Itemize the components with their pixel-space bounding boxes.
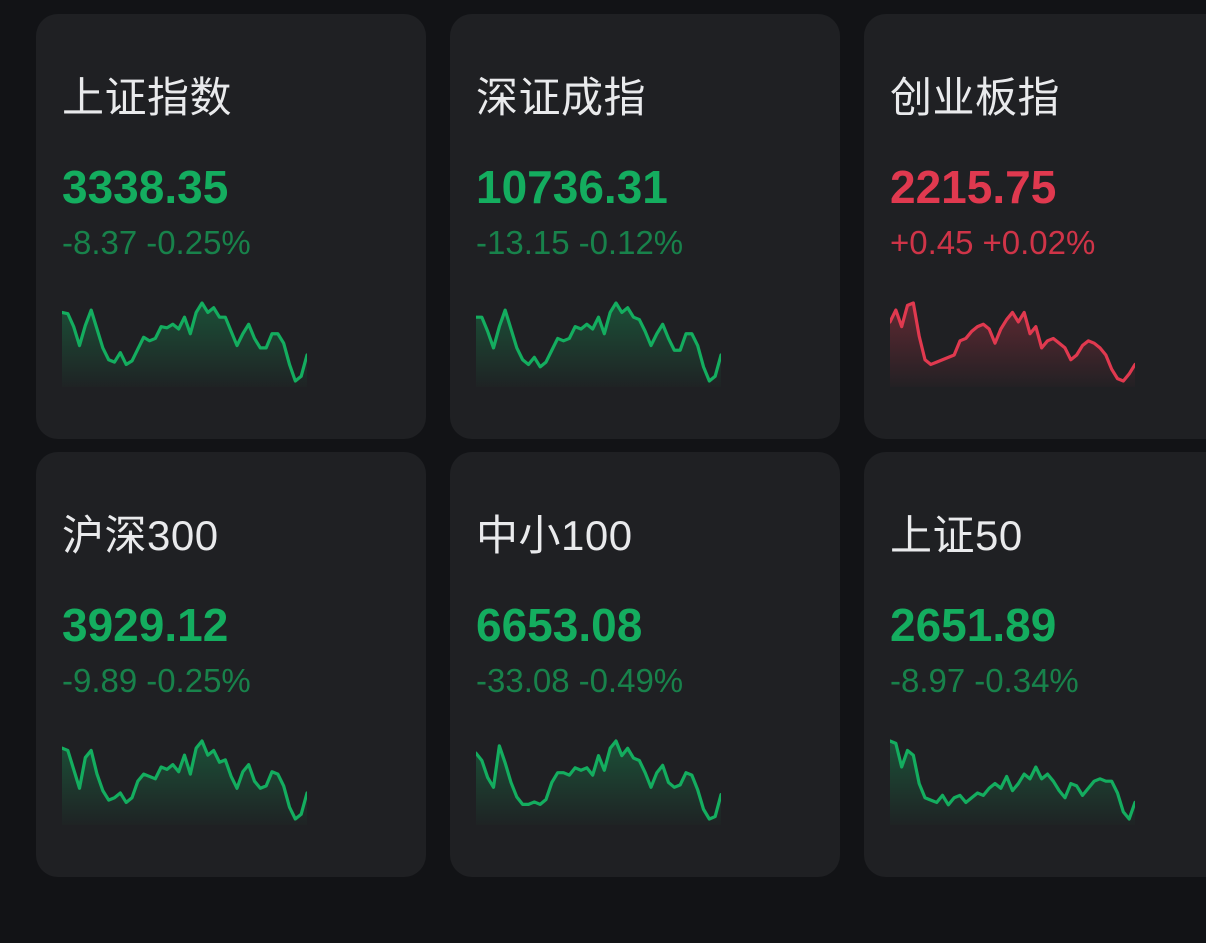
index-card[interactable]: 沪深300 3929.12 -9.89 -0.25% bbox=[36, 452, 426, 877]
index-change-absolute: -8.97 bbox=[890, 662, 966, 700]
index-name: 上证50 bbox=[890, 512, 1023, 559]
index-name: 沪深300 bbox=[62, 512, 219, 559]
index-name: 中小100 bbox=[476, 512, 633, 559]
index-card[interactable]: 深证成指 10736.31 -13.15 -0.12% bbox=[450, 14, 840, 439]
index-card[interactable]: 上证50 2651.89 -8.97 -0.34% bbox=[864, 452, 1206, 877]
index-value: 2215.75 bbox=[890, 161, 1057, 214]
index-value: 2651.89 bbox=[890, 599, 1057, 652]
index-change-absolute: -33.08 bbox=[476, 662, 570, 700]
index-value: 6653.08 bbox=[476, 599, 643, 652]
index-change-percent: -0.25% bbox=[146, 224, 251, 262]
index-card[interactable]: 创业板指 2215.75 +0.45 +0.02% bbox=[864, 14, 1206, 439]
index-name: 创业板指 bbox=[890, 74, 1061, 121]
index-card[interactable]: 中小100 6653.08 -33.08 -0.49% bbox=[450, 452, 840, 877]
index-name: 上证指数 bbox=[62, 74, 233, 121]
index-change-row: -9.89 -0.25% bbox=[62, 664, 426, 697]
index-change-percent: +0.02% bbox=[982, 224, 1096, 262]
index-card[interactable]: 上证指数 3338.35 -8.37 -0.25% bbox=[36, 14, 426, 439]
index-sparkline-chart bbox=[476, 297, 721, 387]
index-change-absolute: -8.37 bbox=[62, 224, 138, 262]
index-change-percent: -0.49% bbox=[578, 662, 684, 700]
index-sparkline-chart bbox=[890, 297, 1135, 387]
index-card-grid: 上证指数 3338.35 -8.37 -0.25% 深证成指 10736.31 -13.15… bbox=[36, 14, 1206, 877]
index-change-absolute: -13.15 bbox=[476, 224, 570, 262]
index-sparkline-chart bbox=[890, 735, 1135, 825]
index-change-row: -33.08 -0.49% bbox=[476, 664, 840, 697]
index-change-row: -8.37 -0.25% bbox=[62, 226, 426, 259]
index-change-absolute: +0.45 bbox=[890, 224, 974, 262]
index-value: 3338.35 bbox=[62, 161, 229, 214]
index-change-absolute: -9.89 bbox=[62, 662, 138, 700]
index-change-percent: -0.34% bbox=[974, 662, 1079, 700]
index-sparkline-chart bbox=[476, 735, 721, 825]
index-change-row: -13.15 -0.12% bbox=[476, 226, 840, 259]
index-change-percent: -0.25% bbox=[146, 662, 251, 700]
index-change-row: -8.97 -0.34% bbox=[890, 664, 1206, 697]
index-change-percent: -0.12% bbox=[578, 224, 684, 262]
index-sparkline-chart bbox=[62, 735, 307, 825]
index-change-row: +0.45 +0.02% bbox=[890, 226, 1206, 259]
index-value: 10736.31 bbox=[476, 161, 668, 214]
index-name: 深证成指 bbox=[476, 74, 647, 121]
index-value: 3929.12 bbox=[62, 599, 229, 652]
index-sparkline-chart bbox=[62, 297, 307, 387]
